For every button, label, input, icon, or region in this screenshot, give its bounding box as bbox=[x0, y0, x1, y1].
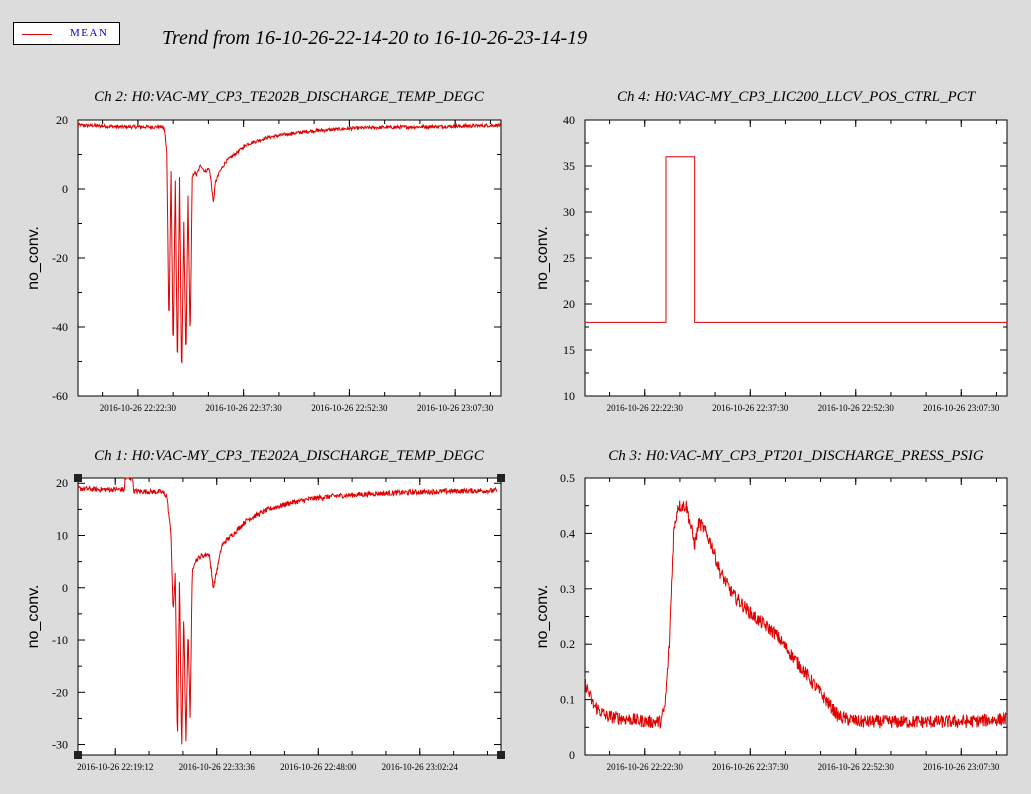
chart-2-xtick-label: 2016-10-26 22:52:30 bbox=[818, 403, 895, 413]
chart-2-series-line bbox=[585, 156, 1007, 323]
selection-handle bbox=[497, 751, 505, 759]
chart-3-ytick-label: -20 bbox=[52, 685, 68, 699]
legend-label: MEAN bbox=[70, 27, 109, 39]
chart-4-xtick-label: 2016-10-26 22:37:30 bbox=[712, 762, 789, 772]
chart-1-series-line bbox=[77, 122, 502, 364]
chart-4-plot-area bbox=[584, 477, 1008, 756]
chart-4-xtick-label: 2016-10-26 22:22:30 bbox=[607, 762, 684, 772]
chart-2-ytick-label: 20 bbox=[563, 297, 575, 311]
chart-2-plot-area bbox=[584, 119, 1008, 397]
chart-1-xtick-label: 2016-10-26 23:07:30 bbox=[417, 403, 494, 413]
chart-2-ytick-label: 40 bbox=[563, 113, 575, 127]
chart-2-ytick-label: 15 bbox=[563, 343, 575, 357]
legend-line-swatch bbox=[22, 34, 52, 35]
chart-2-ytick-label: 25 bbox=[563, 251, 575, 265]
chart-2-title: Ch 4: H0:VAC-MY_CP3_LIC200_LLCV_POS_CTRL… bbox=[617, 89, 977, 105]
chart-1-ytick-label: -40 bbox=[52, 320, 68, 334]
chart-3-xtick-label: 2016-10-26 22:19:12 bbox=[77, 762, 153, 772]
chart-3-xtick-label: 2016-10-26 22:48:00 bbox=[280, 762, 357, 772]
chart-2-ytick-label: 10 bbox=[563, 389, 575, 403]
chart-1-ytick-label: 20 bbox=[56, 113, 68, 127]
chart-1-ytick-label: -20 bbox=[52, 251, 68, 265]
chart-3-ytick-label: -30 bbox=[52, 738, 68, 752]
legend: MEAN bbox=[13, 22, 120, 45]
chart-1-plot-area bbox=[77, 119, 502, 397]
chart-4-xtick-label: 2016-10-26 22:52:30 bbox=[818, 762, 895, 772]
chart-4-ytick-label: 0 bbox=[569, 748, 575, 762]
selection-handle bbox=[497, 474, 505, 482]
chart-3-xtick-label: 2016-10-26 23:02:24 bbox=[382, 762, 459, 772]
chart-1-xtick-label: 2016-10-26 22:37:30 bbox=[206, 403, 283, 413]
chart-3-series-line bbox=[77, 477, 498, 745]
chart-4-ytick-label: 0.4 bbox=[560, 526, 575, 540]
chart-2-xtick-label: 2016-10-26 23:07:30 bbox=[923, 403, 1000, 413]
chart-1-ylabel: no_conv. bbox=[25, 226, 42, 290]
selection-handle bbox=[74, 751, 82, 759]
chart-2-ylabel: no_conv. bbox=[534, 226, 551, 290]
chart-2-ytick-label: 30 bbox=[563, 205, 575, 219]
chart-3-ytick-label: 20 bbox=[56, 476, 68, 490]
chart-4-xtick-label: 2016-10-26 23:07:30 bbox=[923, 762, 1000, 772]
chart-4-series-line bbox=[584, 500, 1008, 729]
chart-1-ytick-label: -60 bbox=[52, 389, 68, 403]
chart-3-title: Ch 1: H0:VAC-MY_CP3_TE202A_DISCHARGE_TEM… bbox=[94, 448, 485, 464]
chart-4-ytick-label: 0.2 bbox=[560, 637, 575, 651]
chart-1-ytick-label: 0 bbox=[62, 182, 68, 196]
chart-2-ytick-label: 35 bbox=[563, 159, 575, 173]
chart-4-ylabel: no_conv. bbox=[534, 585, 551, 649]
chart-3-ytick-label: -10 bbox=[52, 633, 68, 647]
chart-3-plot-area bbox=[77, 477, 502, 756]
chart-4-ytick-label: 0.3 bbox=[560, 582, 575, 596]
chart-2-xtick-label: 2016-10-26 22:37:30 bbox=[712, 403, 789, 413]
chart-1-title: Ch 2: H0:VAC-MY_CP3_TE202B_DISCHARGE_TEM… bbox=[94, 89, 485, 105]
chart-3-ylabel: no_conv. bbox=[25, 585, 42, 649]
chart-4-ytick-label: 0.5 bbox=[560, 471, 575, 485]
chart-1-xtick-label: 2016-10-26 22:52:30 bbox=[311, 403, 388, 413]
chart-2-xtick-label: 2016-10-26 22:22:30 bbox=[607, 403, 684, 413]
chart-3-ytick-label: 0 bbox=[62, 581, 68, 595]
trend-title: Trend from 16-10-26-22-14-20 to 16-10-26… bbox=[162, 27, 588, 49]
chart-1-xtick-label: 2016-10-26 22:22:30 bbox=[100, 403, 177, 413]
chart-3-xtick-label: 2016-10-26 22:33:36 bbox=[179, 762, 256, 772]
chart-4-title: Ch 3: H0:VAC-MY_CP3_PT201_DISCHARGE_PRES… bbox=[608, 448, 984, 464]
chart-4-ytick-label: 0.1 bbox=[560, 693, 575, 707]
selection-handle bbox=[74, 474, 82, 482]
chart-3-ytick-label: 10 bbox=[56, 528, 68, 542]
